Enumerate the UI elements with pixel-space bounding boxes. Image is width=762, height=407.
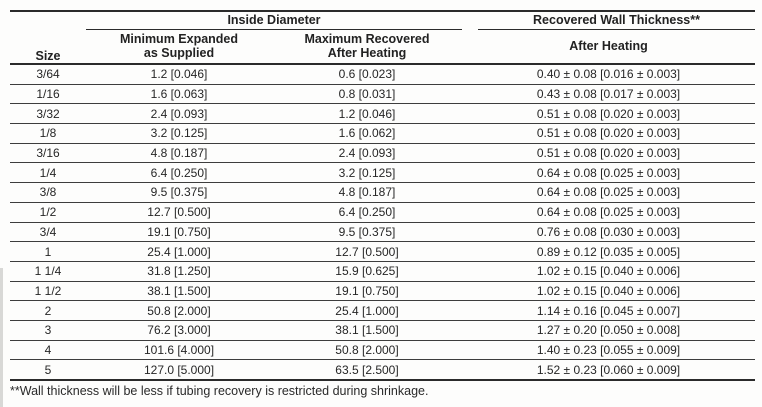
cell-min-expanded: 6.4 [0.250] [86,162,272,184]
table-row: 3 76.2 [3.000] 38.1 [1.500] 1.27 ± 0.20 [0.… [10,320,755,341]
cell-wall-thickness: 1.14 ± 0.16 [0.045 ± 0.007] [462,300,755,321]
cell-min-expanded: 12.7 [0.500] [86,202,272,223]
column-header-maximum-recovered-line1: Maximum Recovered [304,32,430,46]
cell-wall-thickness: 0.76 ± 0.08 [0.030 ± 0.003] [462,222,755,243]
group-header-recovered-wall-cell: Recovered Wall Thickness** [462,11,755,30]
cell-size: 1 [10,241,86,262]
cell-max-recovered: 6.4 [0.250] [272,202,462,223]
cell-size: 4 [10,340,86,361]
cell-size: 1 1/2 [10,281,86,302]
cell-wall-thickness: 0.64 ± 0.08 [0.025 ± 0.003] [462,182,755,203]
cell-wall-thickness: 0.64 ± 0.08 [0.025 ± 0.003] [462,162,755,184]
cell-wall-thickness: 1.27 ± 0.20 [0.050 ± 0.008] [462,320,755,341]
cell-max-recovered: 15.9 [0.625] [272,261,462,282]
column-header-wall-after-heating: After Heating [462,30,755,65]
cell-min-expanded: 101.6 [4.000] [86,340,272,361]
cell-max-recovered: 38.1 [1.500] [272,320,462,341]
cell-size: 3/32 [10,103,86,125]
cell-wall-thickness: 1.02 ± 0.15 [0.040 ± 0.006] [462,281,755,302]
cell-min-expanded: 76.2 [3.000] [86,320,272,341]
column-header-minimum-expanded-line1: Minimum Expanded [119,32,239,46]
cell-max-recovered: 4.8 [0.187] [272,182,462,203]
group-header-recovered-wall-thickness: Recovered Wall Thickness** [478,14,755,30]
cell-min-expanded: 4.8 [0.187] [86,143,272,164]
group-header-row: Size Inside Diameter Recovered Wall Thic… [10,11,755,65]
table-row: 1/2 12.7 [0.500] 6.4 [0.250] 0.64 ± 0.08 [0… [10,202,755,223]
cell-wall-thickness: 1.40 ± 0.23 [0.055 ± 0.009] [462,340,755,361]
table-row: 3/4 19.1 [0.750] 9.5 [0.375] 0.76 ± 0.08 [0… [10,222,755,243]
table-row: 3/64 1.2 [0.046] 0.6 [0.023] 0.40 ± 0.08 [0… [10,64,755,85]
cell-size: 3/8 [10,182,86,203]
cell-max-recovered: 25.4 [1.000] [272,300,462,321]
cell-max-recovered: 0.6 [0.023] [272,64,462,85]
cell-wall-thickness: 0.51 ± 0.08 [0.020 ± 0.003] [462,143,755,164]
cell-max-recovered: 2.4 [0.093] [272,143,462,164]
cell-max-recovered: 50.8 [2.000] [272,340,462,361]
cell-min-expanded: 1.2 [0.046] [86,64,272,85]
sub-header-row: Minimum Expanded as Supplied Maximum Rec… [10,30,755,65]
cell-max-recovered: 0.8 [0.031] [272,84,462,105]
tubing-size-spec-table: Size Inside Diameter Recovered Wall Thic… [10,10,755,382]
scan-edge-artifact [0,268,3,407]
cell-wall-thickness: 0.64 ± 0.08 [0.025 ± 0.003] [462,202,755,223]
cell-max-recovered: 3.2 [0.125] [272,162,462,184]
table-row: 1 1/4 31.8 [1.250] 15.9 [0.625] 1.02 ± 0.15… [10,261,755,282]
cell-max-recovered: 9.5 [0.375] [272,222,462,243]
column-header-minimum-expanded-line2: as Supplied [143,45,215,60]
cell-size: 1/2 [10,202,86,223]
cell-size: 1/16 [10,84,86,105]
cell-wall-thickness: 0.51 ± 0.08 [0.020 ± 0.003] [462,123,755,144]
cell-size: 1/4 [10,162,86,184]
cell-min-expanded: 19.1 [0.750] [86,222,272,243]
column-header-size: Size [10,11,86,65]
cell-min-expanded: 50.8 [2.000] [86,300,272,321]
cell-max-recovered: 63.5 [2.500] [272,359,462,382]
table-row: 1 25.4 [1.000] 12.7 [0.500] 0.89 ± 0.12 [0.… [10,241,755,262]
cell-min-expanded: 31.8 [1.250] [86,261,272,282]
column-header-maximum-recovered-line2: After Heating [327,45,407,60]
cell-min-expanded: 25.4 [1.000] [86,241,272,262]
cell-size: 3 [10,320,86,341]
group-header-inside-diameter-cell: Inside Diameter [86,11,462,30]
table-header: Size Inside Diameter Recovered Wall Thic… [10,11,755,65]
cell-size: 3/64 [10,64,86,85]
table-row: 4 101.6 [4.000] 50.8 [2.000] 1.40 ± 0.23 [0… [10,340,755,361]
group-header-inside-diameter: Inside Diameter [86,14,462,30]
cell-size: 1 1/4 [10,261,86,282]
table-row: 1/16 1.6 [0.063] 0.8 [0.031] 0.43 ± 0.08 [0… [10,84,755,105]
column-header-maximum-recovered: Maximum Recovered After Heating [272,30,462,65]
cell-wall-thickness: 0.40 ± 0.08 [0.016 ± 0.003] [462,64,755,85]
cell-size: 5 [10,359,86,382]
cell-max-recovered: 1.2 [0.046] [272,103,462,125]
cell-size: 3/16 [10,143,86,164]
cell-max-recovered: 19.1 [0.750] [272,281,462,302]
cell-min-expanded: 3.2 [0.125] [86,123,272,144]
cell-size: 3/4 [10,222,86,243]
cell-size: 1/8 [10,123,86,144]
table-row: 3/16 4.8 [0.187] 2.4 [0.093] 0.51 ± 0.08 [0… [10,143,755,164]
cell-size: 2 [10,300,86,321]
column-header-minimum-expanded: Minimum Expanded as Supplied [86,30,272,65]
table-row: 1/8 3.2 [0.125] 1.6 [0.062] 0.51 ± 0.08 [0.… [10,123,755,144]
footnote: **Wall thickness will be less if tubing … [10,384,429,398]
cell-min-expanded: 1.6 [0.063] [86,84,272,105]
cell-min-expanded: 127.0 [5.000] [86,359,272,382]
table-body: 3/64 1.2 [0.046] 0.6 [0.023] 0.40 ± 0.08 [0… [10,64,755,382]
cell-wall-thickness: 0.89 ± 0.12 [0.035 ± 0.005] [462,241,755,262]
cell-wall-thickness: 1.02 ± 0.15 [0.040 ± 0.006] [462,261,755,282]
cell-wall-thickness: 1.52 ± 0.23 [0.060 ± 0.009] [462,359,755,382]
cell-min-expanded: 9.5 [0.375] [86,182,272,203]
table-row: 2 50.8 [2.000] 25.4 [1.000] 1.14 ± 0.16 [0.… [10,300,755,321]
table-row: 3/8 9.5 [0.375] 4.8 [0.187] 0.64 ± 0.08 [0.… [10,182,755,203]
cell-min-expanded: 2.4 [0.093] [86,103,272,125]
table-row: 1/4 6.4 [0.250] 3.2 [0.125] 0.64 ± 0.08 [0.… [10,162,755,184]
cell-wall-thickness: 0.43 ± 0.08 [0.017 ± 0.003] [462,84,755,105]
cell-wall-thickness: 0.51 ± 0.08 [0.020 ± 0.003] [462,103,755,125]
cell-max-recovered: 1.6 [0.062] [272,123,462,144]
table-row: 1 1/2 38.1 [1.500] 19.1 [0.750] 1.02 ± 0.15… [10,281,755,302]
table-row: 5 127.0 [5.000] 63.5 [2.500] 1.52 ± 0.23 [0… [10,359,755,382]
cell-max-recovered: 12.7 [0.500] [272,241,462,262]
table-row: 3/32 2.4 [0.093] 1.2 [0.046] 0.51 ± 0.08 [0… [10,103,755,125]
cell-min-expanded: 38.1 [1.500] [86,281,272,302]
